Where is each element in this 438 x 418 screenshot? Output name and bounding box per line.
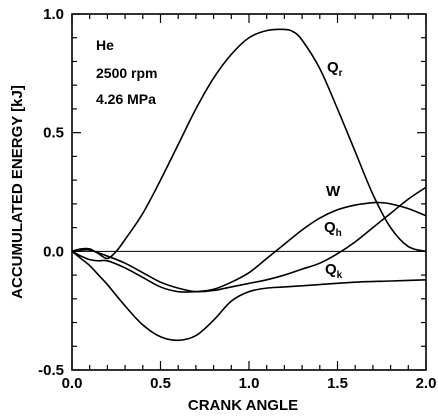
- series-line-qr: [71, 28, 427, 260]
- condition-annotation: 4.26 MPa: [96, 91, 156, 107]
- series-label-main: Q: [325, 261, 337, 278]
- x-tick-label: 2.0: [416, 375, 437, 392]
- x-tick-label: 0.5: [150, 375, 171, 392]
- axes-layer: [71, 13, 427, 371]
- series-label-subscript: k: [337, 270, 343, 281]
- y-tick-label: 0.5: [43, 125, 64, 142]
- series-label-main: Q: [327, 59, 339, 76]
- condition-annotation: He: [96, 37, 114, 53]
- series-line-qk: [71, 250, 427, 342]
- series-label-qh: Qh: [324, 219, 342, 239]
- series-layer: [71, 28, 427, 342]
- series-label-subscript: r: [339, 68, 343, 79]
- series-label-main: W: [326, 183, 341, 200]
- series-label-qk: Qk: [325, 261, 343, 281]
- y-tick-label: 1.0: [43, 6, 64, 23]
- series-line-qh: [71, 186, 427, 293]
- x-tick-label: 1.5: [327, 375, 348, 392]
- x-tick-label: 0.0: [62, 375, 83, 392]
- series-label-qr: Qr: [327, 59, 343, 79]
- y-tick-label: -0.5: [38, 362, 64, 379]
- series-label-subscript: h: [336, 228, 342, 239]
- y-axis-title: ACCUMULATED ENERGY [kJ]: [9, 85, 26, 299]
- condition-annotation: 2500 rpm: [96, 65, 157, 81]
- x-axis-title: CRANK ANGLE: [188, 397, 298, 414]
- series-line-w: [71, 201, 427, 293]
- x-tick-label: 1.0: [239, 375, 260, 392]
- y-tick-label: 0.0: [43, 243, 64, 260]
- series-label-main: Q: [324, 219, 336, 236]
- series-label-w: W: [326, 183, 341, 200]
